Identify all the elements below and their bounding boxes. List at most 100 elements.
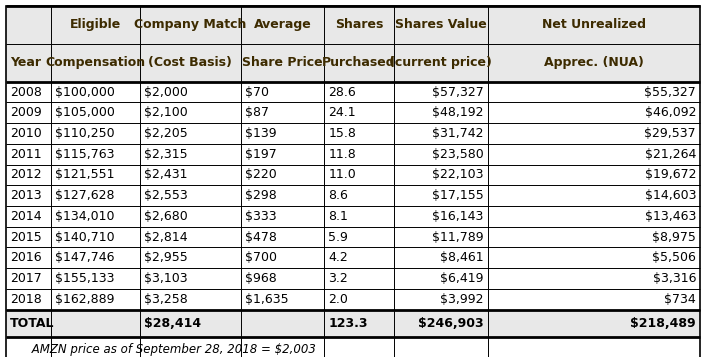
Text: 2008: 2008	[10, 86, 42, 99]
Text: $134,010: $134,010	[55, 210, 114, 223]
Text: $100,000: $100,000	[55, 86, 115, 99]
Text: 2013: 2013	[10, 189, 42, 202]
Text: $218,489: $218,489	[630, 317, 696, 330]
Text: $220: $220	[245, 169, 277, 181]
Text: 123.3: 123.3	[328, 317, 368, 330]
Text: 2012: 2012	[10, 169, 42, 181]
Text: $127,628: $127,628	[55, 189, 114, 202]
Text: $2,315: $2,315	[144, 148, 188, 161]
Text: $2,431: $2,431	[144, 169, 188, 181]
Bar	[6, 6, 700, 44]
Text: TOTAL: TOTAL	[10, 317, 54, 330]
Text: $121,551: $121,551	[55, 169, 114, 181]
Text: 24.1: 24.1	[328, 106, 356, 119]
Text: $478: $478	[245, 231, 277, 243]
Text: $31,742: $31,742	[432, 127, 484, 140]
Text: 5.9: 5.9	[328, 231, 348, 243]
Text: $3,992: $3,992	[440, 293, 484, 306]
Text: $22,103: $22,103	[432, 169, 484, 181]
Text: 2015: 2015	[10, 231, 42, 243]
Text: 11.8: 11.8	[328, 148, 356, 161]
Text: 2018: 2018	[10, 293, 42, 306]
Text: Company Match: Company Match	[134, 19, 246, 31]
Text: $21,264: $21,264	[645, 148, 696, 161]
Text: $2,553: $2,553	[144, 189, 188, 202]
Text: Average: Average	[253, 19, 311, 31]
Text: (Cost Basis): (Cost Basis)	[148, 56, 232, 69]
Text: $29,537: $29,537	[645, 127, 696, 140]
Text: $115,763: $115,763	[55, 148, 114, 161]
Text: $23,580: $23,580	[432, 148, 484, 161]
Text: Share Price: Share Price	[242, 56, 323, 69]
Bar	[6, 268, 700, 289]
Bar	[6, 82, 700, 102]
Text: 2011: 2011	[10, 148, 42, 161]
Text: 8.1: 8.1	[328, 210, 348, 223]
Text: 8.6: 8.6	[328, 189, 348, 202]
Text: $246,903: $246,903	[418, 317, 484, 330]
Text: Apprec. (NUA): Apprec. (NUA)	[544, 56, 644, 69]
Text: 3.2: 3.2	[328, 272, 348, 285]
Text: $2,680: $2,680	[144, 210, 188, 223]
Text: $2,205: $2,205	[144, 127, 188, 140]
Text: 4.2: 4.2	[328, 251, 348, 264]
Text: Compensation: Compensation	[45, 56, 145, 69]
Text: $110,250: $110,250	[55, 127, 114, 140]
Text: $8,461: $8,461	[440, 251, 484, 264]
Text: $1,635: $1,635	[245, 293, 289, 306]
Text: $734: $734	[664, 293, 696, 306]
Text: 28.6: 28.6	[328, 86, 356, 99]
Text: Net Unrealized: Net Unrealized	[542, 19, 646, 31]
Bar	[6, 123, 700, 144]
Text: 11.0: 11.0	[328, 169, 356, 181]
Bar	[6, 102, 700, 123]
Text: $6,419: $6,419	[440, 272, 484, 285]
Text: $968: $968	[245, 272, 277, 285]
Text: $298: $298	[245, 189, 277, 202]
Bar	[6, 185, 700, 206]
Bar	[6, 165, 700, 185]
Text: $700: $700	[245, 251, 277, 264]
Text: $155,133: $155,133	[55, 272, 114, 285]
Text: $2,100: $2,100	[144, 106, 188, 119]
Text: $28,414: $28,414	[144, 317, 201, 330]
Text: 2.0: 2.0	[328, 293, 348, 306]
Text: $46,092: $46,092	[645, 106, 696, 119]
Text: $3,258: $3,258	[144, 293, 188, 306]
Bar	[6, 144, 700, 165]
Text: $16,143: $16,143	[432, 210, 484, 223]
Bar	[6, 310, 700, 337]
Text: Eligible: Eligible	[70, 19, 121, 31]
Text: $3,316: $3,316	[652, 272, 696, 285]
Bar	[6, 227, 700, 247]
Text: $11,789: $11,789	[432, 231, 484, 243]
Text: AMZN price as of September 28, 2018 = $2,003: AMZN price as of September 28, 2018 = $2…	[13, 343, 316, 356]
Text: $147,746: $147,746	[55, 251, 114, 264]
Text: $2,814: $2,814	[144, 231, 188, 243]
Text: Shares Value: Shares Value	[395, 19, 486, 31]
Text: $55,327: $55,327	[645, 86, 696, 99]
Bar	[6, 44, 700, 82]
Text: Year: Year	[10, 56, 41, 69]
Text: Purchased: Purchased	[322, 56, 396, 69]
Text: 2009: 2009	[10, 106, 42, 119]
Text: (current price): (current price)	[390, 56, 492, 69]
Text: 2017: 2017	[10, 272, 42, 285]
Text: Shares: Shares	[335, 19, 383, 31]
Text: $105,000: $105,000	[55, 106, 115, 119]
Text: $139: $139	[245, 127, 277, 140]
Text: 15.8: 15.8	[328, 127, 356, 140]
Text: $70: $70	[245, 86, 269, 99]
Bar	[6, 247, 700, 268]
Text: $333: $333	[245, 210, 277, 223]
Bar	[6, 206, 700, 227]
Bar	[6, 337, 700, 357]
Text: $3,103: $3,103	[144, 272, 188, 285]
Text: $19,672: $19,672	[645, 169, 696, 181]
Text: 2016: 2016	[10, 251, 42, 264]
Text: 2010: 2010	[10, 127, 42, 140]
Text: $48,192: $48,192	[432, 106, 484, 119]
Text: $14,603: $14,603	[645, 189, 696, 202]
Text: 2014: 2014	[10, 210, 42, 223]
Text: $2,955: $2,955	[144, 251, 188, 264]
